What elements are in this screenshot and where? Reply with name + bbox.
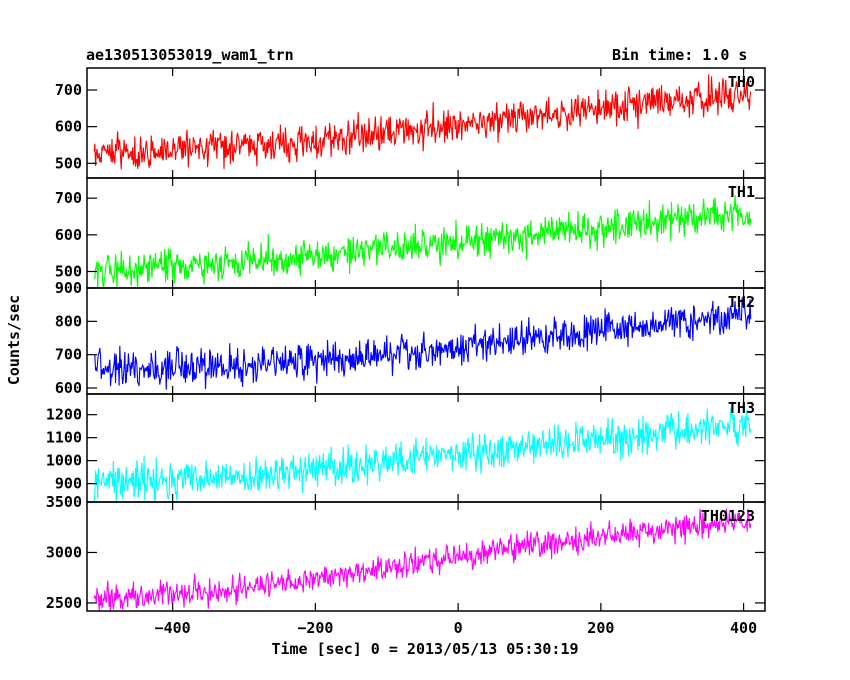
y-tick-label-th2-600: 600 xyxy=(55,379,82,397)
y-tick-label-th3-1000: 1000 xyxy=(46,452,82,470)
y-tick-label-th0123-2500: 2500 xyxy=(46,594,82,612)
y-tick-label-th3-900: 900 xyxy=(55,475,82,493)
series-label-th2: TH2 xyxy=(728,293,755,311)
bin-time-label: Bin time: 1.0 s xyxy=(612,46,748,64)
series-th0123-line xyxy=(93,508,752,611)
panel-th2-frame xyxy=(86,287,766,395)
y-tick-label-th1-500: 500 xyxy=(55,263,82,281)
y-tick-label-th2-900: 900 xyxy=(55,279,82,297)
x-tick-label-200: 200 xyxy=(587,619,614,637)
y-tick-label-th2-800: 800 xyxy=(55,312,82,330)
series-th2-line xyxy=(94,297,752,390)
x-tick-label--400: −400 xyxy=(155,619,191,637)
y-tick-label-th3-1100: 1100 xyxy=(46,429,82,447)
y-tick-label-th1-700: 700 xyxy=(55,189,82,207)
series-th0-line xyxy=(93,74,752,170)
x-tick-label-0: 0 xyxy=(454,619,463,637)
y-tick-label-th0123-3500: 3500 xyxy=(46,493,82,511)
series-label-th1: TH1 xyxy=(728,183,755,201)
series-label-th3: TH3 xyxy=(728,399,755,417)
y-tick-label-th1-600: 600 xyxy=(55,226,82,244)
y-tick-label-th0-700: 700 xyxy=(55,81,82,99)
y-tick-label-th0-500: 500 xyxy=(55,154,82,172)
x-tick-label-400: 400 xyxy=(730,619,757,637)
y-tick-label-th0-600: 600 xyxy=(55,118,82,136)
series-th3-line xyxy=(93,408,752,502)
series-th1-line xyxy=(93,195,752,288)
x-tick-label--200: −200 xyxy=(297,619,333,637)
y-axis-label: Counts/sec xyxy=(5,294,23,386)
x-axis-label: Time [sec] 0 = 2013/05/13 05:30:19 xyxy=(271,640,579,658)
chart-title: ae130513053019_wam1_trn xyxy=(86,46,294,64)
series-label-th0123: TH0123 xyxy=(701,507,755,525)
series-label-th0: TH0 xyxy=(728,73,755,91)
y-tick-label-th3-1200: 1200 xyxy=(46,406,82,424)
panel-th0123-frame xyxy=(86,501,766,612)
y-tick-label-th2-700: 700 xyxy=(55,346,82,364)
y-tick-label-th0123-3000: 3000 xyxy=(46,543,82,561)
